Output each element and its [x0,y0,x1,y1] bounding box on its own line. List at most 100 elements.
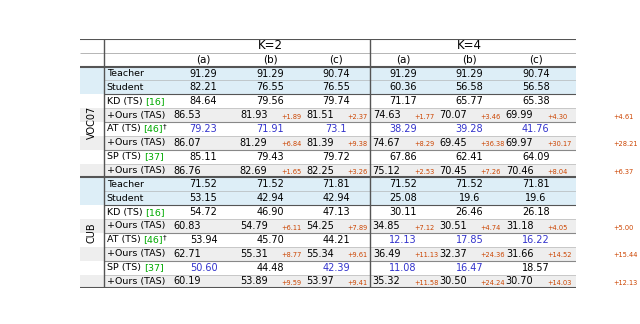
Text: 91.29: 91.29 [389,69,417,78]
Text: 38.29: 38.29 [389,124,417,134]
Text: 35.32: 35.32 [372,276,401,286]
Text: 12.13: 12.13 [389,235,417,245]
Text: 81.29: 81.29 [240,138,268,148]
Text: 19.6: 19.6 [525,193,547,203]
Text: +Ours (TAS): +Ours (TAS) [107,110,165,120]
Text: 90.74: 90.74 [522,69,550,78]
Text: +Ours (TAS): +Ours (TAS) [107,277,165,286]
Text: 55.31: 55.31 [240,249,268,259]
Text: +8.77: +8.77 [281,252,301,258]
Text: 65.77: 65.77 [456,96,483,106]
Text: 70.46: 70.46 [506,166,533,176]
Text: 53.89: 53.89 [240,276,268,286]
Text: 71.52: 71.52 [189,179,218,190]
Text: +8.04: +8.04 [547,169,567,175]
Text: 45.70: 45.70 [256,235,284,245]
Text: †: † [163,234,167,240]
Text: Teacher: Teacher [107,180,144,189]
Text: 54.25: 54.25 [306,221,334,231]
Text: 53.15: 53.15 [189,193,218,203]
Text: 53.97: 53.97 [306,276,334,286]
Text: 75.12: 75.12 [372,166,401,176]
Text: 76.55: 76.55 [323,82,350,92]
Text: +1.89: +1.89 [281,114,301,120]
Text: 85.11: 85.11 [189,152,218,162]
Text: VOC07: VOC07 [87,105,97,139]
Text: +2.37: +2.37 [348,114,368,120]
Text: SP (TS): SP (TS) [107,263,144,272]
Text: 30.51: 30.51 [439,221,467,231]
Text: 54.72: 54.72 [189,207,218,217]
Text: 56.58: 56.58 [522,82,550,92]
Text: +7.12: +7.12 [414,225,434,231]
Text: 91.29: 91.29 [256,69,284,78]
Text: +9.41: +9.41 [348,280,367,286]
Text: 69.99: 69.99 [506,110,533,120]
Text: 25.08: 25.08 [389,193,417,203]
Text: (b): (b) [462,55,477,65]
Text: 79.74: 79.74 [323,96,350,106]
Text: 86.76: 86.76 [173,166,201,176]
Bar [80,191,576,205]
Text: 71.52: 71.52 [456,179,483,190]
Text: 60.83: 60.83 [173,221,201,231]
Text: 79.72: 79.72 [323,152,350,162]
Text: [16]: [16] [145,208,165,217]
Text: 39.28: 39.28 [456,124,483,134]
Text: SP (TS): SP (TS) [107,152,144,161]
Bar [80,247,576,260]
Text: +Ours (TAS): +Ours (TAS) [107,138,165,147]
Text: 60.19: 60.19 [173,276,201,286]
Text: +Ours (TAS): +Ours (TAS) [107,222,165,230]
Text: +24.36: +24.36 [481,252,505,258]
Text: 30.70: 30.70 [506,276,533,286]
Text: AT (TS): AT (TS) [107,235,143,244]
Text: 19.6: 19.6 [459,193,480,203]
Text: Student: Student [107,194,144,203]
Bar [80,80,576,94]
Text: 79.23: 79.23 [189,124,218,134]
Bar [80,164,576,178]
Text: 16.47: 16.47 [456,262,483,272]
Text: 53.94: 53.94 [189,235,218,245]
Text: K=2: K=2 [257,39,282,52]
Text: 74.63: 74.63 [372,110,401,120]
Text: +6.37: +6.37 [613,169,634,175]
Text: 60.36: 60.36 [389,82,417,92]
Text: 41.76: 41.76 [522,124,550,134]
Text: +6.84: +6.84 [281,142,301,147]
Text: (c): (c) [529,55,543,65]
Text: 47.13: 47.13 [323,207,350,217]
Bar [80,178,576,191]
Text: 50.60: 50.60 [189,262,218,272]
Text: 31.18: 31.18 [506,221,533,231]
Text: K=4: K=4 [457,39,482,52]
Text: +7.26: +7.26 [481,169,500,175]
Text: (a): (a) [396,55,410,65]
Text: Student: Student [107,83,144,92]
Text: 55.34: 55.34 [306,249,334,259]
Text: 11.08: 11.08 [389,262,417,272]
Text: +4.61: +4.61 [613,114,634,120]
Bar [80,136,576,150]
Text: 46.90: 46.90 [256,207,284,217]
Text: +Ours (TAS): +Ours (TAS) [107,249,165,258]
Text: 54.79: 54.79 [240,221,268,231]
Text: 18.57: 18.57 [522,262,550,272]
Text: 81.39: 81.39 [307,138,334,148]
Text: (b): (b) [262,55,277,65]
Text: 81.93: 81.93 [240,110,268,120]
Text: 67.86: 67.86 [389,152,417,162]
Text: +9.59: +9.59 [281,280,301,286]
Text: +4.30: +4.30 [547,114,567,120]
Text: Teacher: Teacher [107,69,144,78]
Text: 91.29: 91.29 [189,69,218,78]
Bar [80,67,576,80]
Bar [80,274,576,288]
Text: 32.37: 32.37 [439,249,467,259]
Text: +36.38: +36.38 [481,142,505,147]
Text: (c): (c) [330,55,343,65]
Text: 26.46: 26.46 [456,207,483,217]
Text: CUB: CUB [87,223,97,243]
Text: 73.1: 73.1 [326,124,347,134]
